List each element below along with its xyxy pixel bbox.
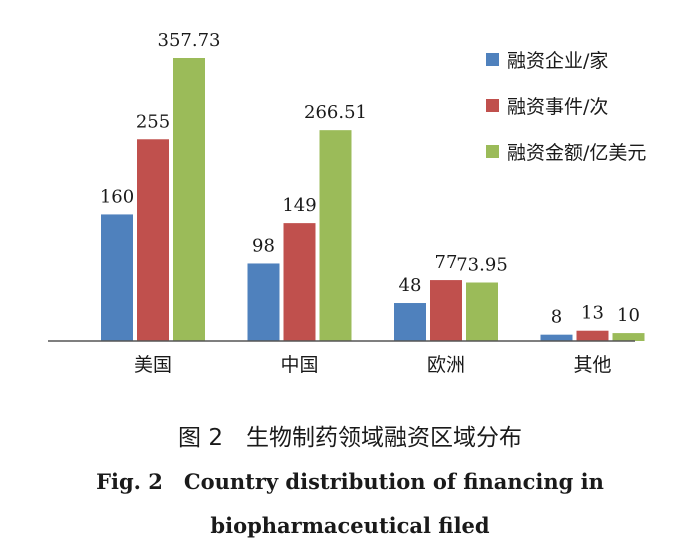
bar-companies-2 <box>394 303 426 341</box>
figure-caption-english-line2: biopharmaceutical filed <box>210 513 490 538</box>
legend-label-amount: 融资金额/亿美元 <box>507 141 647 164</box>
bar-amount-0 <box>173 58 205 341</box>
x-tick-label-3: 其他 <box>573 354 611 376</box>
value-label-companies-1: 98 <box>252 235 275 256</box>
legend-item-amount: 融资金额/亿美元 <box>486 140 647 164</box>
value-label-events-3: 13 <box>581 303 604 324</box>
bar-events-2 <box>430 280 462 341</box>
legend-swatch-events <box>486 98 499 112</box>
value-label-amount-1: 266.51 <box>304 102 367 123</box>
value-label-events-1: 149 <box>282 195 316 216</box>
bar-companies-1 <box>247 263 280 341</box>
bars-group <box>101 58 645 341</box>
legend-swatch-companies <box>486 52 499 66</box>
value-label-amount-3: 10 <box>617 305 640 326</box>
bar-companies-3 <box>540 334 573 341</box>
value-label-amount-2: 73.95 <box>456 254 508 275</box>
bar-events-1 <box>283 223 316 341</box>
legend-item-events: 融资事件/次 <box>486 94 646 118</box>
x-tick-label-0: 美国 <box>134 354 172 376</box>
bar-amount-3 <box>612 333 645 341</box>
x-tick-label-2: 欧洲 <box>427 354 465 376</box>
legend: 融资企业/家 融资事件/次 融资金额/亿美元 <box>486 48 646 186</box>
bar-amount-2 <box>466 282 498 341</box>
bar-companies-0 <box>101 214 133 341</box>
value-label-companies-2: 48 <box>399 275 422 296</box>
legend-label-events: 融资事件/次 <box>507 95 609 118</box>
legend-item-companies: 融资企业/家 <box>486 48 646 72</box>
bar-events-0 <box>137 139 169 341</box>
x-tick-labels-group: 美国 中国 欧洲 其他 <box>134 354 612 376</box>
figure-caption-chinese: 图 2 生物制药领域融资区域分布 <box>178 425 522 451</box>
value-label-companies-0: 160 <box>100 186 134 207</box>
bar-amount-1 <box>319 130 352 341</box>
legend-label-companies: 融资企业/家 <box>507 49 609 72</box>
value-label-companies-3: 8 <box>551 307 562 328</box>
figure-caption-english-line1: Fig. 2 Country distribution of financing… <box>96 469 604 494</box>
x-tick-label-1: 中国 <box>280 354 318 376</box>
bar-events-3 <box>576 330 609 341</box>
value-label-events-0: 255 <box>136 111 170 132</box>
value-label-events-2: 77 <box>435 252 458 273</box>
value-label-amount-0: 357.73 <box>158 30 221 51</box>
legend-swatch-amount <box>486 144 499 158</box>
